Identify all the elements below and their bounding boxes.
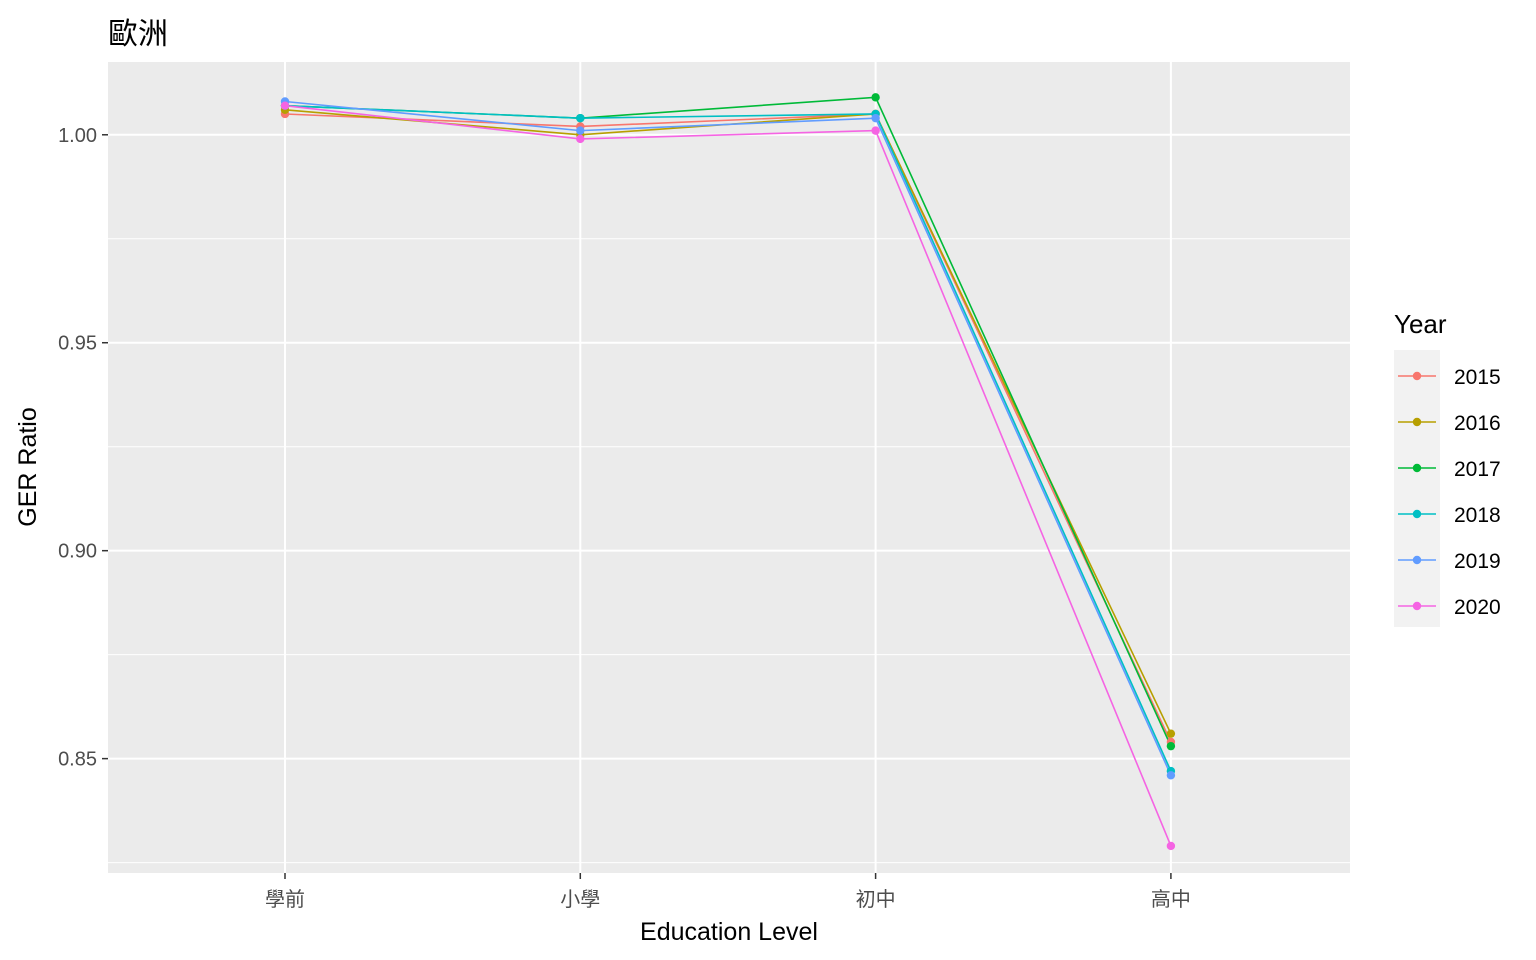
data-point-2017 bbox=[1166, 741, 1176, 751]
data-point-2020 bbox=[1166, 841, 1176, 851]
y-tick-label: 1.00 bbox=[58, 125, 97, 147]
legend-title: Year bbox=[1394, 309, 1447, 339]
data-point-2020 bbox=[576, 134, 585, 144]
legend-key-background bbox=[1394, 350, 1440, 627]
legend: Year 2015 2016 2017 2018 2019 2020 bbox=[1394, 309, 1501, 627]
data-point-2019 bbox=[1166, 771, 1176, 780]
series-line-2015 bbox=[284, 113, 1172, 743]
series-line-2018 bbox=[284, 104, 1172, 772]
legend-label: 2020 bbox=[1454, 596, 1501, 619]
y-tick-label: 0.95 bbox=[58, 333, 97, 355]
x-axis: 學前 小學 初中 高中 bbox=[265, 873, 1191, 911]
y-tick-label: 0.85 bbox=[58, 749, 97, 771]
x-tick-label: 學前 bbox=[265, 888, 305, 911]
chart-title: 歐洲 bbox=[108, 17, 168, 52]
data-point-2020 bbox=[871, 126, 880, 135]
x-tick-label: 初中 bbox=[856, 888, 896, 911]
legend-key-point bbox=[1412, 509, 1422, 519]
legend-item-2020: 2020 bbox=[1398, 596, 1501, 619]
x-tick-label: 高中 bbox=[1151, 888, 1191, 911]
legend-key-point bbox=[1412, 555, 1422, 565]
legend-key-point bbox=[1412, 463, 1422, 473]
plot-panel bbox=[108, 62, 1350, 873]
legend-item-2018: 2018 bbox=[1398, 504, 1501, 527]
y-axis: 0.85 0.90 0.95 1.00 bbox=[58, 125, 108, 771]
legend-label: 2019 bbox=[1454, 550, 1501, 573]
legend-label: 2016 bbox=[1454, 412, 1501, 435]
legend-item-2015: 2015 bbox=[1398, 366, 1501, 389]
data-point-2017 bbox=[871, 93, 880, 102]
legend-item-2016: 2016 bbox=[1398, 412, 1501, 435]
y-tick-label: 0.90 bbox=[58, 541, 97, 563]
x-axis-title: Education Level bbox=[640, 918, 818, 946]
data-point-2019 bbox=[576, 126, 585, 135]
data-point-2020 bbox=[280, 101, 290, 110]
series-line-2020 bbox=[284, 104, 1172, 847]
legend-label: 2017 bbox=[1454, 458, 1501, 481]
x-tick-label: 小學 bbox=[560, 888, 600, 911]
minor-gridlines bbox=[108, 238, 1350, 864]
legend-items: 2015 2016 2017 2018 2019 2020 bbox=[1398, 366, 1501, 619]
legend-key-point bbox=[1412, 417, 1422, 427]
series-lines bbox=[284, 96, 1172, 847]
legend-key-point bbox=[1412, 601, 1422, 611]
series-points bbox=[280, 93, 1176, 851]
y-axis-title: GER Ratio bbox=[14, 407, 42, 526]
series-line-2019 bbox=[284, 100, 1172, 776]
legend-item-2017: 2017 bbox=[1398, 458, 1501, 481]
legend-item-2019: 2019 bbox=[1398, 550, 1501, 573]
legend-label: 2018 bbox=[1454, 504, 1501, 527]
data-point-2016 bbox=[1166, 729, 1176, 738]
major-gridlines bbox=[108, 62, 1350, 873]
legend-key-point bbox=[1412, 371, 1422, 381]
data-point-2018 bbox=[576, 113, 585, 123]
data-point-2019 bbox=[871, 113, 880, 123]
legend-label: 2015 bbox=[1454, 366, 1501, 389]
